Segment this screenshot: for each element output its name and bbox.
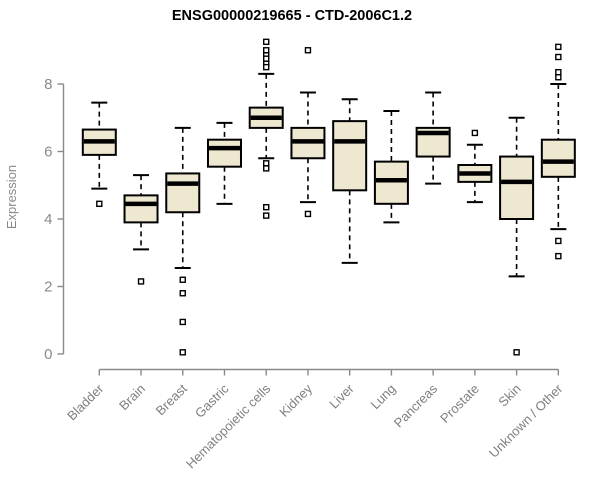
y-tick-label: 8: [44, 76, 52, 93]
iqr-box: [499, 155, 535, 220]
outlier-point: [555, 43, 562, 51]
outlier-point: [555, 53, 562, 61]
y-axis-label: Expression: [4, 165, 19, 229]
outlier-point: [179, 290, 186, 297]
outlier-point: [304, 47, 312, 54]
outlier-point: [179, 276, 186, 283]
outlier-point: [263, 203, 270, 211]
x-tick-label-kidney: Kidney: [276, 381, 315, 420]
outlier-point: [263, 160, 270, 167]
x-tick-label-pancreas: Pancreas: [391, 381, 441, 431]
outlier-point: [137, 278, 145, 285]
outlier-point: [179, 349, 186, 356]
outlier-point: [513, 349, 520, 356]
x-tick-label-brain: Brain: [116, 381, 148, 413]
iqr-box: [332, 120, 368, 192]
outlier-point: [304, 210, 312, 218]
iqr-box: [373, 160, 409, 205]
outlier-point: [555, 237, 562, 245]
x-tick-label-skin: Skin: [495, 381, 523, 409]
chart-title: ENSG00000219665 - CTD-2006C1.2: [172, 8, 412, 24]
box-lung: [373, 110, 409, 224]
outlier-point: [555, 74, 562, 81]
x-tick-label-lung: Lung: [367, 381, 398, 412]
outlier-point: [555, 68, 562, 76]
outlier-point: [555, 252, 562, 260]
iqr-box: [123, 194, 159, 224]
x-tick-label-liver: Liver: [326, 381, 357, 412]
outlier-point: [263, 55, 270, 62]
iqr-box: [206, 138, 242, 168]
y-tick-label: 4: [44, 211, 52, 228]
box-gastric: [206, 121, 242, 205]
box-bladder: [81, 101, 117, 208]
box-unknown-other: [540, 43, 576, 260]
box-prostate: [457, 129, 493, 204]
outlier-point: [471, 129, 479, 137]
y-tick-label: 6: [44, 144, 52, 161]
box-liver: [332, 98, 368, 264]
x-tick-label-breast: Breast: [153, 381, 190, 418]
box-series: [81, 38, 576, 356]
x-tick-label-unknown-other: Unknown / Other: [486, 381, 566, 461]
x-tick-label-prostate: Prostate: [437, 381, 482, 426]
x-tick-label-bladder: Bladder: [64, 381, 107, 424]
outlier-point: [263, 212, 270, 219]
box-pancreas: [415, 91, 451, 185]
outlier-point: [263, 165, 270, 172]
box-brain: [123, 174, 159, 285]
box-skin: [499, 116, 535, 356]
outlier-point: [263, 63, 270, 71]
x-tick-label-gastric: Gastric: [192, 381, 232, 421]
outlier-point: [263, 38, 270, 46]
box-hematopoietic-cells: [248, 38, 284, 219]
outlier-point: [179, 318, 186, 326]
iqr-box: [165, 172, 201, 214]
y-tick-label: 2: [44, 279, 52, 296]
y-tick-label: 0: [44, 346, 52, 363]
box-kidney: [290, 47, 326, 218]
box-breast: [165, 126, 201, 356]
iqr-box: [540, 138, 576, 178]
outlier-point: [96, 200, 103, 208]
outlier-point: [263, 47, 270, 54]
